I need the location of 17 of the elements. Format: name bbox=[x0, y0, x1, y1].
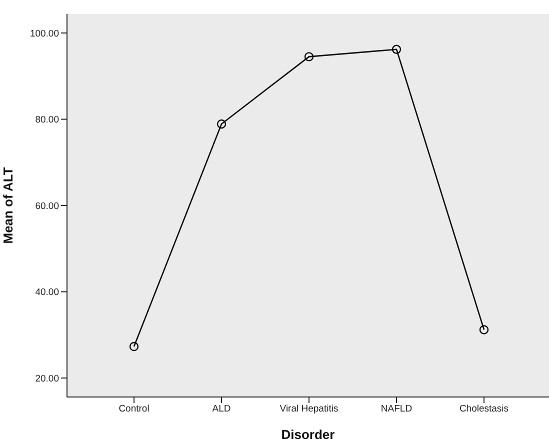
point bbox=[216, 119, 226, 129]
y-tick-label: 20.00 bbox=[35, 373, 59, 384]
y-tick-label: 40.00 bbox=[35, 287, 59, 298]
y-tick-label: 60.00 bbox=[35, 200, 59, 212]
point bbox=[129, 342, 139, 352]
x-axis-title: Disorder bbox=[281, 427, 335, 439]
point bbox=[392, 44, 402, 54]
x-tick-label: Viral Hepatitis bbox=[280, 404, 338, 415]
point bbox=[304, 52, 314, 62]
x-tick-label: Cholestasis bbox=[459, 404, 509, 415]
y-tick-label: 80.00 bbox=[35, 114, 59, 126]
x-tick-label: Control bbox=[118, 404, 150, 415]
x-tick-label: NAFLD bbox=[380, 404, 412, 415]
x-tick-label: ALD bbox=[212, 404, 231, 415]
point bbox=[479, 325, 489, 334]
y-axis-title: Mean of ALT bbox=[0, 167, 16, 244]
y-tick-label: 100.00 bbox=[30, 28, 59, 40]
